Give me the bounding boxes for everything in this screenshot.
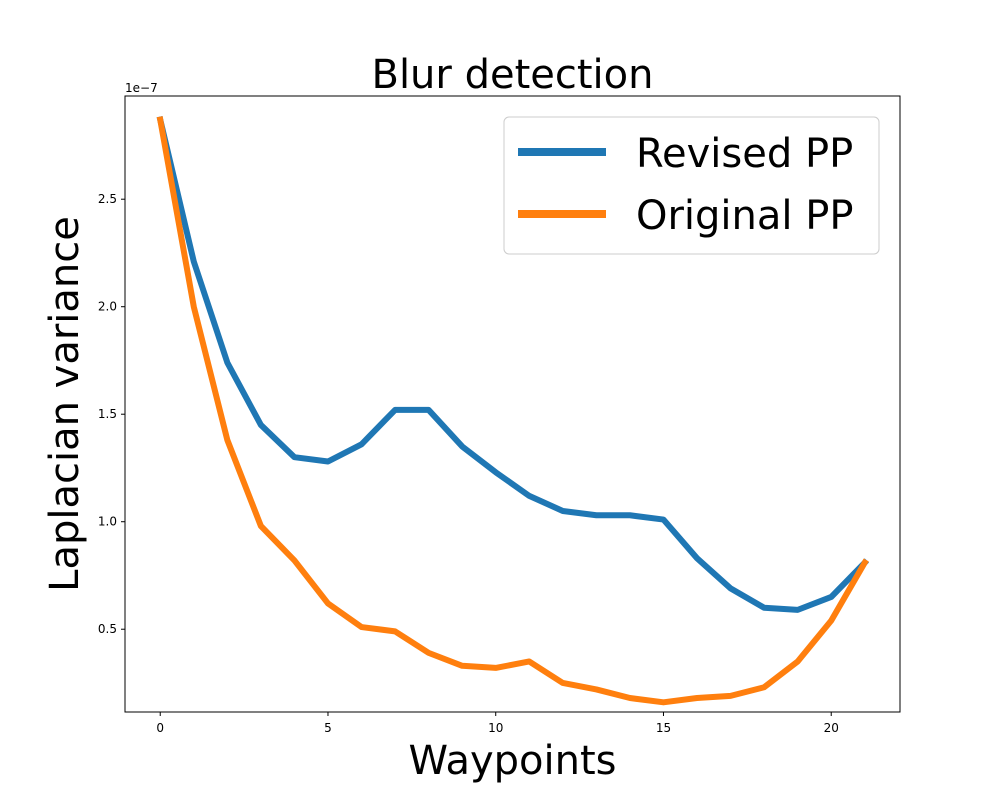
y-tick-label: 2.0 xyxy=(98,300,117,314)
legend-label-original-pp: Original PP xyxy=(636,193,853,239)
y-tick-label: 0.5 xyxy=(98,622,117,636)
x-axis-ticks: 0 5 10 15 20 xyxy=(156,712,839,735)
y-offset-label: 1e−7 xyxy=(125,81,158,95)
legend: Revised PP Original PP xyxy=(503,116,880,255)
series-layer xyxy=(156,116,870,706)
y-axis-ticks: 0.5 1.0 1.5 2.0 2.5 xyxy=(98,192,125,636)
x-tick-label: 0 xyxy=(156,721,164,735)
chart-title: Blur detection xyxy=(372,52,654,98)
x-tick-label: 15 xyxy=(656,721,671,735)
y-tick-label: 1.5 xyxy=(98,407,117,421)
x-axis-label: Waypoints xyxy=(408,738,616,784)
series-line-original-pp xyxy=(156,116,869,706)
x-tick-label: 20 xyxy=(824,721,839,735)
x-tick-label: 5 xyxy=(324,721,332,735)
x-tick-label: 10 xyxy=(488,721,503,735)
legend-label-revised-pp: Revised PP xyxy=(636,131,853,177)
series-line-revised-pp xyxy=(156,116,870,613)
y-tick-label: 1.0 xyxy=(98,515,117,529)
plot-frame xyxy=(124,95,901,713)
y-tick-label: 2.5 xyxy=(98,192,117,206)
y-axis-label: Laplacian variance xyxy=(42,216,88,592)
